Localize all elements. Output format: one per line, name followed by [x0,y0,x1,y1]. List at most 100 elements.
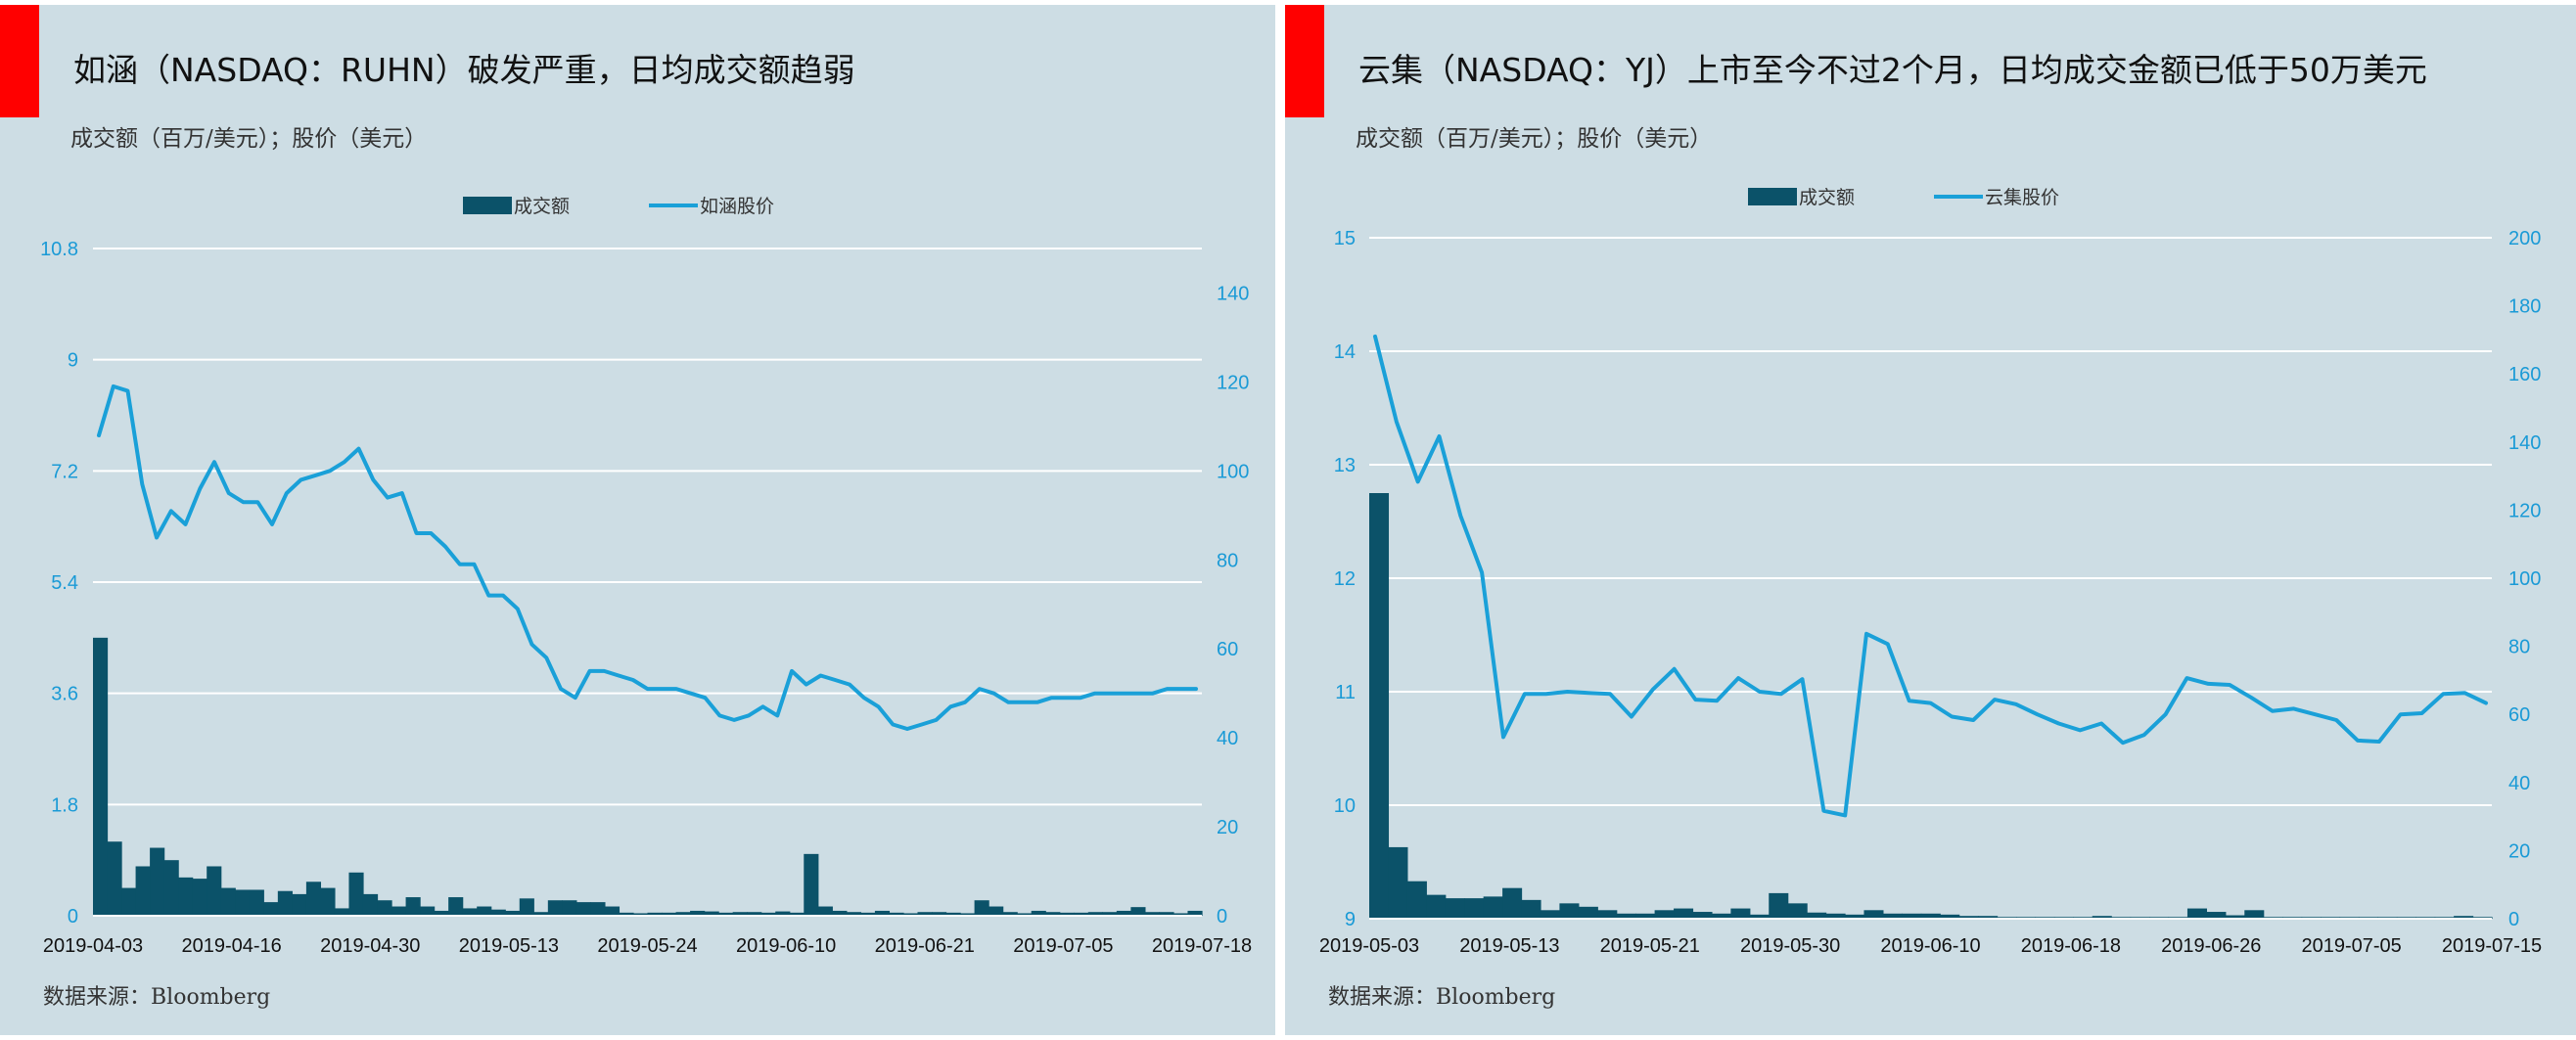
y-right-tick-label: 100 [1217,461,1249,482]
bar-trading-volume [2244,910,2265,919]
bar-trading-volume [2225,915,2245,919]
x-tick-label: 2019-06-10 [1880,935,1980,957]
y-left-tick-label: 9 [68,350,78,372]
y-right-tick-label: 120 [2508,500,2541,521]
bar-trading-volume [490,909,506,916]
bar-trading-volume [1406,881,1427,919]
x-tick-label: 2019-05-13 [459,935,559,957]
y-left-tick-label: 1.8 [51,794,78,816]
bar-trading-volume [348,872,364,916]
bar-trading-volume [960,913,976,916]
bar-trading-volume [1502,887,1523,919]
y-right-tick-label: 60 [2508,704,2530,726]
y-right-tick-label: 0 [2508,909,2519,930]
y-left-tick-label: 14 [1334,341,1356,363]
y-right-tick-label: 40 [1217,728,1238,749]
bar-trading-volume [647,912,663,916]
bar-trading-volume [945,912,961,916]
bar-trading-volume [107,841,122,916]
panel-subtitle-left: 成交额（百万/美元）；股价（美元） [70,126,428,152]
bar-trading-volume [860,912,876,916]
bar-trading-volume [718,912,734,916]
chart-panel-left: 如涵（NASDAQ：RUHN）破发严重，日均成交额趋弱 成交额（百万/美元）；股… [0,5,1275,1035]
bar-trading-volume [1787,903,1808,919]
y-right-tick-label: 60 [1217,639,1238,660]
bar-trading-volume [590,902,606,916]
x-tick-label: 2019-05-30 [1740,935,1840,957]
x-tick-label: 2019-07-05 [1013,935,1113,957]
bar-trading-volume [1087,912,1103,916]
bar-trading-volume [1825,913,1846,919]
y-right-tick-label: 20 [1217,817,1238,838]
bar-trading-volume [1711,913,1731,919]
y-right-tick-label: 20 [2508,840,2530,862]
bar-trading-volume [1116,910,1131,916]
bar-trading-volume [1749,914,1770,919]
bar-trading-volume [1958,916,1979,919]
bar-trading-volume [1769,892,1789,919]
panel-title-left: 如涵（NASDAQ：RUHN）破发严重，日均成交额趋弱 [73,51,855,89]
bar-trading-volume [405,897,421,916]
bar-trading-volume [1102,912,1118,916]
y-right-tick-label: 80 [2508,637,2530,658]
bar-trading-volume [533,912,549,916]
y-left-tick-label: 0 [68,906,78,927]
y-right-tick-label: 200 [2508,228,2541,249]
bar-trading-volume [1045,912,1061,916]
bar-trading-volume [1159,912,1174,916]
bar-trading-volume [192,879,207,916]
x-tick-label: 2019-05-03 [1319,935,1419,957]
legend-label-line: 如涵股价 [700,196,774,217]
bar-trading-volume [163,860,179,916]
bar-trading-volume [477,906,492,916]
y-left-tick-label: 13 [1334,455,1356,476]
x-tick-label: 2019-07-05 [2301,935,2401,957]
bar-trading-volume [135,866,151,916]
x-tick-label: 2019-05-24 [597,935,697,957]
bar-trading-volume [575,902,591,916]
y-left-tick-label: 10.8 [40,239,78,260]
bar-trading-volume [1940,914,1960,919]
y-right-tick-label: 40 [2508,773,2530,794]
chart-svg-right: 9 10 11 12 13 14 15 0 20 40 60 80 100 120 140 160 180 200… [1319,187,2542,957]
bar-trading-volume [747,912,762,916]
bar-trading-volume [277,890,293,916]
y-left-tick-label: 15 [1334,228,1356,249]
y-right-tick-label: 0 [1217,906,1227,927]
bar-trading-volume [377,900,392,916]
bar-trading-volume [817,906,833,916]
bar-trading-volume [547,900,563,916]
y-left-tick-label: 5.4 [51,572,78,594]
bar-trading-volume [2454,916,2474,919]
bar-trading-volume [619,912,634,916]
y-right-tick-label: 140 [2508,432,2541,454]
bar-trading-volume [562,900,577,916]
bar-trading-volume [989,906,1004,916]
bar-trading-volume [235,889,251,916]
bar-trading-volume [1540,910,1561,919]
accent-bar-left [0,5,39,117]
bar-trading-volume [789,912,805,916]
bar-trading-volume [305,882,322,916]
bar-trading-volume [1483,896,1503,919]
bar-trading-volume [1130,907,1146,916]
x-tick-label: 2019-04-16 [181,935,281,957]
chart-svg-left: 0 1.8 3.6 5.4 7.2 9 10.8 0 20 40 60 80 100 120 140 2019… [40,196,1252,957]
y-right-tick-label: 100 [2508,568,2541,590]
bar-trading-volume [434,910,449,916]
bar-trading-volume [1654,910,1675,919]
bar-trading-volume [2092,916,2112,919]
bar-trading-volume [1144,912,1161,916]
x-tick-label: 2019-06-26 [2161,935,2261,957]
y-left-tick-label: 10 [1334,795,1356,817]
bar-trading-volume [1074,912,1089,916]
bar-trading-volume [519,898,534,916]
bar-trading-volume [902,913,919,916]
y-left-tick-label: 3.6 [51,684,78,705]
bar-trading-volume [263,902,279,916]
bar-trading-volume [1187,910,1203,916]
bar-trading-volume [1059,912,1075,916]
legend-label-line: 云集股价 [1985,187,2059,208]
bar-trading-volume [1920,913,1941,919]
bar-trading-volume [220,887,236,916]
